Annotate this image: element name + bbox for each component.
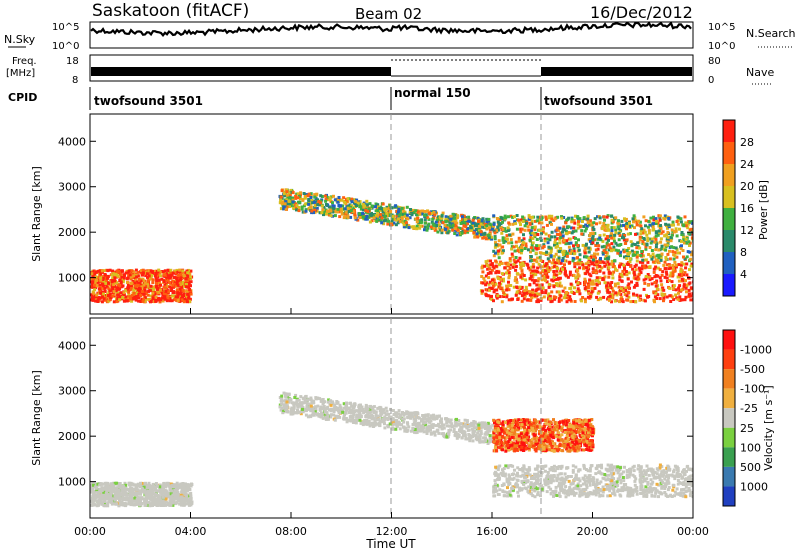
velocity-echo-cells [90, 391, 693, 508]
colorbar-swatch [723, 230, 735, 252]
freq-tick-bottom: 8 [72, 75, 78, 86]
cpid-label: CPID [8, 91, 37, 104]
nsearch-label: N.Search [746, 27, 796, 40]
station-title: Saskatoon (fitACF) [92, 1, 249, 21]
colorbar-swatch [723, 274, 735, 296]
power-echo-cells [90, 188, 693, 304]
power-colorbar-label: Power [dB] [757, 180, 770, 240]
cpid-segment-3: twofsound 3501 [544, 94, 653, 108]
echo-region-1 [90, 481, 194, 508]
y-tick-label: 2000 [58, 226, 86, 239]
x-tick-label: 16:00 [476, 525, 508, 538]
x-tick-label: 00:00 [677, 525, 709, 538]
colorbar-tick-label: 28 [740, 136, 754, 149]
colorbar-swatch [723, 164, 735, 186]
time-axis: 00:00 04:00 08:00 12:00 16:00 20:00 00:00 [74, 308, 709, 538]
cpid-panel: CPID twofsound 3501 normal 150 twofsound… [8, 86, 653, 110]
colorbar-swatch [723, 349, 735, 370]
colorbar-swatch [723, 330, 735, 350]
colorbar-tick-label: -25 [740, 402, 758, 415]
colorbar-tick-label: 24 [740, 158, 754, 171]
velocity-panel: 1000 2000 3000 4000 Slant Range [km] 1000 50… [30, 308, 775, 551]
time-xlabel: Time UT [365, 537, 416, 551]
freq-tick-top: 18 [66, 56, 79, 67]
nsearch-tick-top: 10^5 [708, 22, 735, 33]
colorbar-tick-label: -500 [740, 363, 765, 376]
nsky-tick-top: 10^5 [52, 22, 79, 33]
echo-region-3 [278, 188, 495, 241]
power-colorbar: 4 8 12 16 20 24 28 [722, 119, 754, 297]
colorbar-tick-label: 12 [740, 224, 754, 237]
y-tick-label: 3000 [58, 385, 86, 398]
x-tick-label: 12:00 [376, 525, 408, 538]
y-tick-label: 4000 [58, 339, 86, 352]
colorbar-swatch [723, 142, 735, 164]
colorbar-tick-label: 20 [740, 180, 754, 193]
colorbar-swatch [723, 427, 735, 448]
y-tick-label: 1000 [58, 476, 86, 489]
velocity-colorbar-label: Velocity [m s⁻¹] [762, 385, 775, 470]
beam-title: Beam 02 [355, 5, 422, 23]
cpid-segment-2: normal 150 [394, 86, 471, 100]
nsky-panel: N.Sky 10^5 10^0 10^5 10^0 N.Search [4, 21, 796, 52]
echo-region-2 [479, 259, 693, 304]
colorbar-tick-label: 100 [740, 441, 761, 454]
colorbar-tick-label: 1000 [740, 480, 768, 493]
freq-label-line1: Freq. [12, 56, 37, 67]
nsearch-tick-bottom: 10^0 [708, 41, 735, 52]
x-tick-label: 04:00 [175, 525, 207, 538]
echo-region-4 [492, 463, 693, 499]
colorbar-tick-label: 16 [740, 202, 754, 215]
y-tick-label: 2000 [58, 430, 86, 443]
colorbar-tick-label: 8 [740, 246, 747, 259]
colorbar-swatch [723, 486, 735, 506]
nsky-tick-bottom: 10^0 [52, 41, 79, 52]
freq-bar-right [541, 67, 692, 76]
echo-region-2 [278, 391, 495, 445]
velocity-y-axis: 1000 2000 3000 4000 [58, 339, 693, 489]
nave-label: Nave [746, 66, 774, 79]
colorbar-swatch [723, 186, 735, 208]
x-tick-label: 00:00 [74, 525, 106, 538]
echo-region-4 [492, 214, 693, 263]
velocity-ylabel: Slant Range [km] [30, 370, 43, 466]
nsky-line [90, 21, 692, 38]
colorbar-tick-label: -100 [740, 383, 765, 396]
cpid-segment-1: twofsound 3501 [94, 94, 203, 108]
nsky-label: N.Sky [4, 33, 36, 46]
colorbar-tick-label: 4 [740, 268, 747, 281]
echo-region-1 [90, 268, 194, 304]
colorbar-swatch [723, 466, 735, 487]
nsky-trace [90, 21, 692, 38]
colorbar-tick-label: 25 [740, 422, 754, 435]
freq-bar-left [91, 67, 391, 76]
colorbar-swatch [723, 252, 735, 274]
colorbar-swatch [723, 408, 735, 428]
colorbar-tick-label: 500 [740, 461, 761, 474]
x-tick-label: 08:00 [275, 525, 307, 538]
echo-region-3 [492, 418, 596, 453]
colorbar-swatch [723, 447, 735, 467]
y-tick-label: 1000 [58, 272, 86, 285]
velocity-colorbar: 1000 500 100 25 -25 -100 -500 -1000 [722, 329, 772, 507]
freq-panel: Freq. [MHz] 18 8 80 0 Nave [6, 54, 774, 86]
colorbar-swatch [723, 208, 735, 230]
freq-label-line2: [MHz] [6, 68, 35, 79]
date-title: 16/Dec/2012 [590, 3, 693, 22]
power-panel: 1000 2000 3000 4000 Slant Range [km] 4 8 12 16… [30, 113, 770, 315]
colorbar-swatch [723, 120, 735, 142]
colorbar-swatch [723, 369, 735, 389]
colorbar-tick-label: -1000 [740, 344, 772, 357]
x-tick-label: 20:00 [577, 525, 609, 538]
colorbar-swatch [723, 388, 735, 409]
power-y-axis: 1000 2000 3000 4000 [58, 135, 693, 285]
power-ylabel: Slant Range [km] [30, 166, 43, 262]
nave-tick-top: 80 [708, 56, 721, 67]
y-tick-label: 3000 [58, 181, 86, 194]
y-tick-label: 4000 [58, 135, 86, 148]
nave-tick-bottom: 0 [708, 75, 714, 86]
